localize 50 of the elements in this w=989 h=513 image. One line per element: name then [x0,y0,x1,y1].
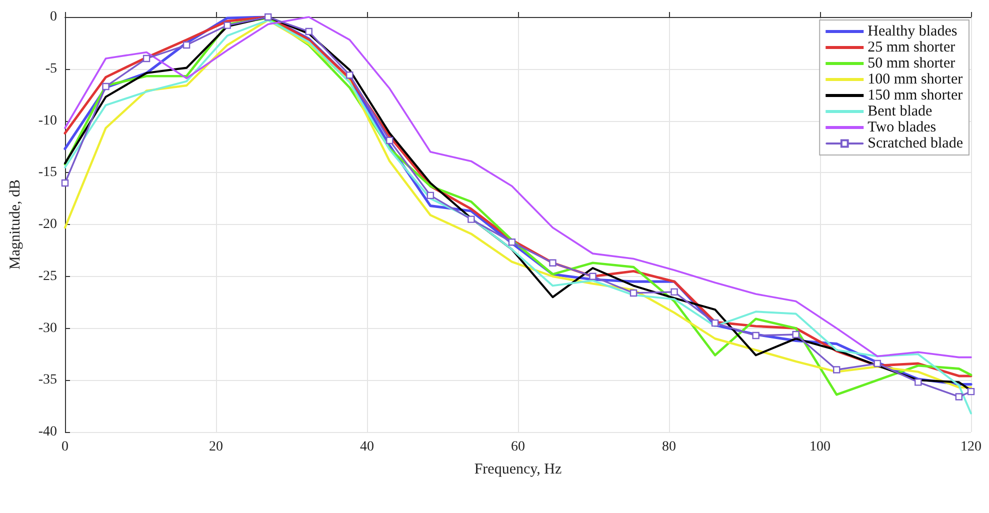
legend-label: 25 mm shorter [868,40,956,56]
point [182,41,190,49]
point [792,330,800,338]
point [833,366,840,374]
point [914,378,922,386]
y-tick-label: -30 [38,320,57,336]
point [386,136,394,144]
y-tick-label: -20 [38,217,57,232]
point [61,179,69,187]
point [508,238,516,246]
y-tick-label: -25 [38,268,57,284]
y-tick-label: -15 [38,165,57,180]
x-tick-label: 60 [511,440,525,454]
point [670,288,678,296]
point [346,72,354,79]
legend-label: Two blades [868,120,936,136]
point [264,13,272,21]
point [589,272,596,280]
point [142,54,150,62]
x-axis-title: Frequency, Hz [474,462,562,478]
point [549,259,556,266]
x-tick-label: 0 [62,440,68,454]
legend-label: 150 mm shorter [868,88,963,104]
point [955,393,963,400]
y-tick-label: -35 [38,372,57,388]
point [711,319,719,327]
y-axis-title: Magnitude, dB [8,180,24,270]
point [468,216,475,223]
y-tick-label: -40 [38,424,57,440]
legend-label: 100 mm shorter [868,72,963,88]
y-tick-label: -5 [45,61,57,76]
x-tick-label: 20 [209,440,223,454]
point [426,192,434,200]
point [630,289,638,297]
legend-label: Scratched blade [868,136,964,152]
point [874,360,881,368]
x-tick-label: 100 [810,440,830,454]
point [102,82,110,90]
point [305,28,312,36]
legend-label: 50 mm shorter [868,56,956,72]
legend-label: Healthy blades [868,24,958,40]
y-tick-label: 0 [50,10,57,24]
point [752,332,760,340]
legend-label: Bent blade [868,104,933,120]
x-tick-label: 80 [662,440,676,454]
x-tick-label: 120 [960,440,982,454]
x-tick-label: 40 [360,440,374,454]
point [967,388,975,396]
y-tick-label: -10 [38,113,57,128]
point [224,22,231,29]
